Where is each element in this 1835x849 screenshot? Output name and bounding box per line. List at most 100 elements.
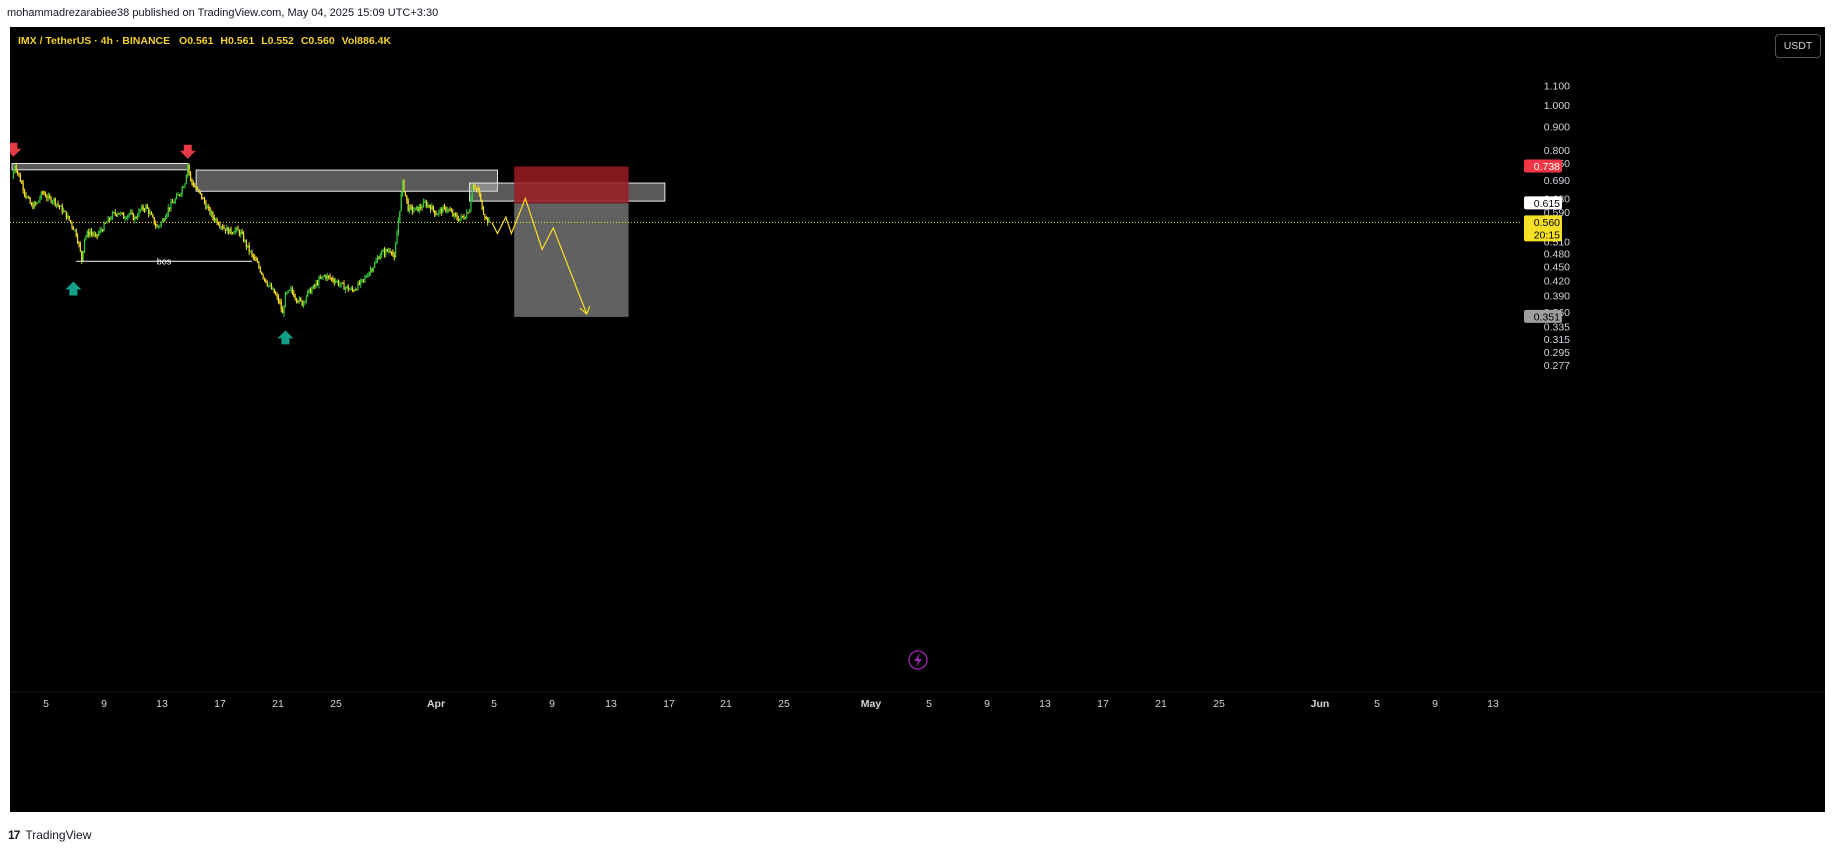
candle-body	[318, 277, 320, 285]
candle-body	[368, 272, 370, 276]
candle-body	[396, 233, 398, 245]
candle-body	[367, 275, 369, 277]
candle-body	[435, 214, 437, 216]
x-tick-label: May	[861, 698, 882, 710]
candle-body	[335, 281, 337, 283]
candle-body	[187, 165, 189, 176]
x-tick-label: 13	[605, 698, 617, 710]
legend-exchange: BINANCE	[122, 35, 171, 47]
candle-body	[289, 289, 291, 291]
candle-body	[57, 203, 59, 206]
candle-body	[156, 226, 158, 228]
candle-body	[159, 225, 161, 227]
price-chart[interactable]: bos1.1001.0000.9000.8000.7500.6900.6300.…	[10, 27, 1825, 812]
candle-body	[99, 230, 101, 234]
candle-body	[53, 198, 55, 202]
candle-body	[403, 180, 405, 192]
x-tick-label: 17	[663, 698, 675, 710]
candle-body	[102, 230, 104, 232]
candle-body	[252, 254, 254, 258]
x-tick-label: 5	[43, 698, 49, 710]
candle-body	[106, 222, 108, 224]
candle-body	[436, 213, 439, 216]
candle-body	[22, 183, 24, 191]
candle-body	[319, 277, 321, 279]
supply-zone[interactable]	[11, 162, 189, 171]
candle-body	[456, 215, 458, 219]
candle-body	[425, 201, 427, 207]
candle-body	[393, 254, 395, 258]
candle-body	[81, 251, 83, 261]
flash-icon[interactable]	[908, 650, 928, 670]
candle-body	[326, 275, 328, 279]
candle-body	[18, 172, 20, 176]
candle-body	[333, 280, 335, 283]
projection-path[interactable]	[491, 196, 588, 315]
x-tick-label: 21	[720, 698, 732, 710]
candle-body	[353, 290, 355, 292]
candle-body	[135, 217, 137, 219]
take-profit-zone[interactable]	[514, 203, 629, 317]
candle-body	[452, 211, 454, 216]
candle-body	[311, 288, 313, 294]
stop-loss-zone[interactable]	[514, 166, 629, 204]
candle-body	[268, 285, 270, 287]
x-tick-label: 21	[1155, 698, 1167, 710]
candle-body	[248, 245, 250, 252]
candle-body	[389, 250, 391, 253]
candle-body	[374, 263, 376, 268]
candle-body	[184, 183, 186, 188]
candle-body	[390, 252, 393, 254]
supply-zone[interactable]	[195, 169, 498, 192]
candle-body	[422, 202, 425, 208]
candle-body	[155, 223, 157, 227]
candle-body	[97, 233, 100, 236]
legend-low: L0.552	[261, 35, 294, 47]
candle-body	[244, 240, 246, 242]
legend-interval[interactable]: 4h	[100, 35, 113, 47]
candle-body	[185, 175, 187, 184]
legend-separator: ·	[94, 35, 98, 47]
candle-body	[113, 212, 115, 214]
candle-body	[202, 198, 204, 200]
candle-body	[153, 217, 155, 224]
candle-body	[195, 187, 197, 190]
candle-body	[468, 210, 471, 213]
price-label-text: 0.615	[1534, 198, 1560, 210]
up-arrow-icon[interactable]	[277, 330, 294, 345]
candle-body	[217, 223, 220, 225]
candle-body	[408, 205, 411, 212]
candle-body	[467, 212, 469, 214]
candle-body	[383, 250, 386, 255]
price-label	[1524, 196, 1562, 210]
candle-body	[194, 186, 196, 188]
chart-panel[interactable]: bos1.1001.0000.9000.8000.7500.6900.6300.…	[10, 27, 1825, 812]
candle-body	[63, 210, 65, 213]
candle-body	[123, 213, 125, 219]
currency-button[interactable]: USDT	[1775, 34, 1821, 58]
tradingview-logo[interactable]: 17 TradingView	[8, 828, 91, 842]
candle-body	[30, 203, 33, 206]
brand-name: TradingView	[25, 828, 92, 842]
candle-body	[86, 231, 88, 237]
x-tick-label: 17	[1097, 698, 1109, 710]
candle-body	[273, 288, 275, 294]
candle-body	[134, 217, 136, 220]
candle-body	[395, 244, 397, 258]
candle-body	[448, 209, 450, 211]
candle-body	[406, 195, 408, 201]
down-arrow-icon[interactable]	[179, 144, 196, 159]
y-tick-label: 0.390	[1544, 291, 1570, 303]
y-tick-label: 0.690	[1544, 175, 1570, 187]
candle-body	[464, 217, 466, 219]
legend-symbol[interactable]: IMX / TetherUS	[18, 35, 92, 47]
candle-body	[139, 209, 141, 211]
candle-body	[143, 209, 146, 211]
up-arrow-icon[interactable]	[65, 281, 82, 296]
candle-body	[36, 202, 38, 204]
candle-body	[136, 216, 139, 218]
legend-separator: ·	[115, 35, 120, 47]
down-arrow-icon[interactable]	[10, 142, 22, 157]
candle-body	[47, 195, 49, 199]
candle-body	[266, 282, 268, 286]
